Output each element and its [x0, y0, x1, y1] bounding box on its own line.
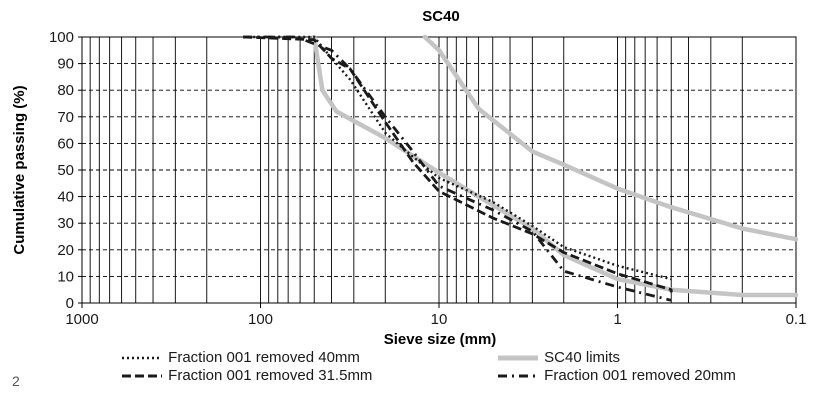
y-tick-label: 100 [49, 29, 74, 46]
grid-layer [82, 36, 797, 304]
y-tick-label: 90 [57, 56, 74, 73]
x-tick-label: 10 [431, 311, 448, 328]
y-tick-label: 70 [57, 109, 74, 126]
axis-layer: 1000 100 10 1 0.1 0 10 20 30 40 50 60 70 80 90 100 [49, 29, 806, 328]
legend-item-20mm: Fraction 001 removed 20mm [496, 367, 736, 385]
y-tick-label: 80 [57, 82, 74, 99]
series-line-2 [243, 35, 673, 293]
y-tick-label: 40 [57, 189, 74, 206]
y-tick-label: 60 [57, 135, 74, 152]
legend-swatch-dashed [122, 374, 162, 378]
legend-label-limits: SC40 limits [544, 349, 621, 366]
series-line-3 [243, 35, 672, 302]
y-tick-label: 50 [57, 162, 74, 179]
legend-label-20mm: Fraction 001 removed 20mm [544, 367, 736, 384]
series-layer [243, 34, 799, 302]
legend-item-40mm: Fraction 001 removed 40mm [120, 349, 360, 367]
legend-swatch-limits [498, 355, 538, 361]
x-tick-label: 1 [613, 311, 621, 328]
y-tick-label: 10 [57, 268, 74, 285]
y-tick-label: 20 [57, 242, 74, 259]
x-tick-label: 0.1 [786, 311, 807, 328]
x-tick-label: 1000 [65, 311, 98, 328]
y-tick-label: 0 [66, 295, 74, 312]
x-tick-label: 100 [248, 311, 273, 328]
legend-label-31-5mm: Fraction 001 removed 31.5mm [168, 367, 373, 384]
page-number: 2 [12, 373, 20, 389]
limit-line-lower [311, 34, 799, 298]
legend-item-limits: SC40 limits [496, 349, 620, 367]
y-axis-label: Cumulative passing (%) [11, 85, 28, 254]
legend-swatch-dash-dot [498, 374, 538, 378]
legend-label-40mm: Fraction 001 removed 40mm [168, 349, 360, 366]
chart-title: SC40 [422, 8, 460, 25]
limit-line-upper [422, 34, 799, 242]
legend-swatch-dotted [122, 356, 162, 360]
x-axis-label: Sieve size (mm) [384, 331, 497, 348]
y-tick-label: 30 [57, 215, 74, 232]
legend-item-31-5mm: Fraction 001 removed 31.5mm [120, 367, 372, 385]
